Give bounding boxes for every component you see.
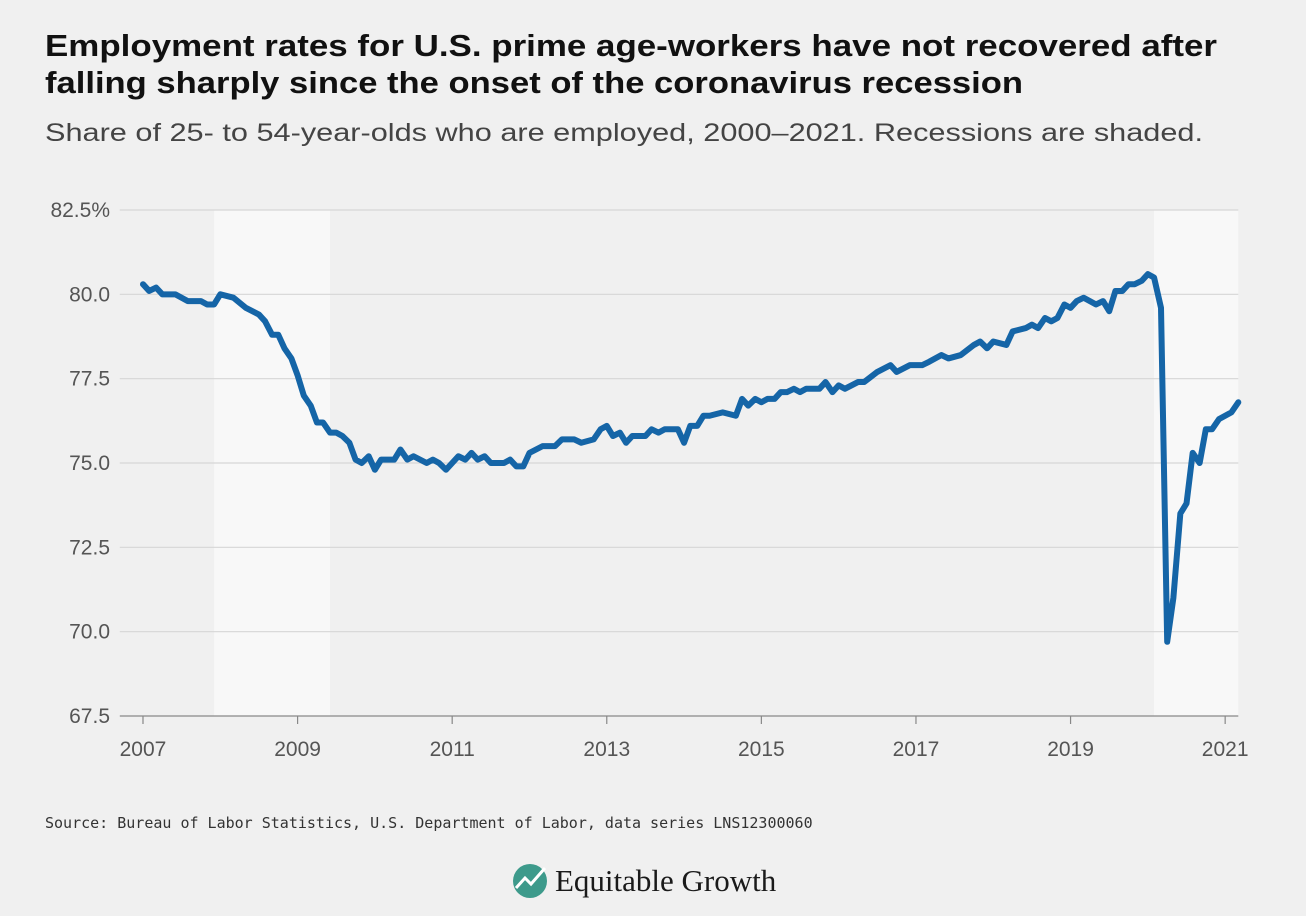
- chart-subtitle: Share of 25- to 54-year-olds who are emp…: [45, 119, 1203, 147]
- y-tick-label: 67.5: [69, 705, 110, 728]
- x-tick-label: 2013: [583, 738, 630, 761]
- y-tick-label: 82.5%: [50, 199, 110, 222]
- source-note: Source: Bureau of Labor Statistics, U.S.…: [45, 814, 813, 832]
- x-tick-label: 2009: [274, 738, 321, 761]
- y-tick-label: 75.0: [69, 452, 110, 475]
- data-line: [139, 271, 1242, 645]
- x-tick-label: 2021: [1202, 738, 1249, 761]
- y-tick-label: 80.0: [69, 283, 110, 306]
- x-tick-label: 2019: [1047, 738, 1094, 761]
- y-tick-label: 70.0: [69, 621, 110, 644]
- plot-area: 67.5 70.0 72.5 75.0 77.5 80.0 82.5% 2007 2009 201…: [50, 199, 1248, 761]
- y-tick-label: 72.5: [69, 536, 110, 559]
- logo-icon: [513, 864, 547, 898]
- chart-title: falling sharply since the onset of the c…: [45, 65, 1023, 100]
- x-tick-label: 2011: [430, 738, 475, 761]
- x-tick-label: 2017: [893, 738, 940, 761]
- x-tick-label: 2007: [120, 738, 167, 761]
- x-tick-label: 2015: [738, 738, 785, 761]
- y-tick-label: 77.5: [69, 368, 110, 391]
- chart-title: Employment rates for U.S. prime age-work…: [45, 28, 1217, 63]
- logo-text: Equitable Growth: [555, 863, 777, 898]
